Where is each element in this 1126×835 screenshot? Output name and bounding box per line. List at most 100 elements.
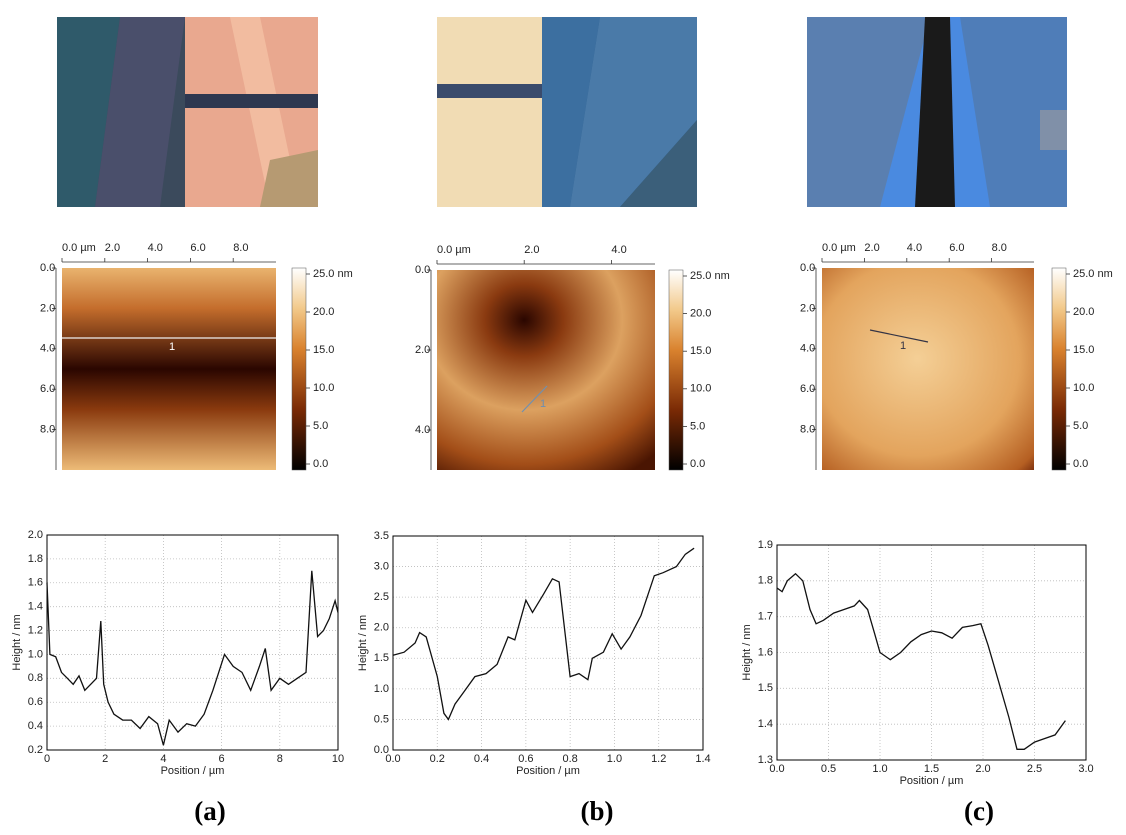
x-tick-label: 0.0 µm xyxy=(62,242,96,254)
x-axis-title: Position / µm xyxy=(516,765,580,777)
x-tick-label: 4.0 xyxy=(907,242,922,254)
profile-label: 1 xyxy=(540,398,546,410)
x-tick-label: 6.0 xyxy=(949,242,964,254)
colorbar-label: 0.0 xyxy=(1073,458,1088,470)
y-tick-label: 1.8 xyxy=(758,575,773,587)
x-axis-title: Position / µm xyxy=(161,765,225,777)
y-tick-label: 6.0 xyxy=(40,383,55,395)
afm-image xyxy=(437,270,655,470)
y-tick-label: 6.0 xyxy=(800,383,815,395)
colorbar-label: 5.0 xyxy=(690,420,705,432)
micrograph-c xyxy=(807,17,1067,207)
y-tick-label: 0.2 xyxy=(28,744,43,756)
y-tick-label: 1.9 xyxy=(758,539,773,551)
profile-line xyxy=(521,385,548,413)
y-tick-label: 8.0 xyxy=(800,424,815,436)
profile-label: 1 xyxy=(900,340,906,352)
y-axis-title: Height / nm xyxy=(11,614,23,670)
y-tick-label: 0.5 xyxy=(374,713,389,725)
x-tick-label: 4 xyxy=(160,753,166,765)
x-tick-label: 8.0 xyxy=(233,242,248,254)
colorbar xyxy=(291,267,307,471)
colorbar-label: 25.0 nm xyxy=(690,270,730,282)
y-tick-label: 1.0 xyxy=(28,648,43,660)
y-tick-label: 0.0 xyxy=(415,264,430,276)
y-tick-label: 2.0 xyxy=(415,344,430,356)
y-tick-label: 0.6 xyxy=(28,696,43,708)
x-tick-label: 2 xyxy=(102,753,108,765)
profile-label: 1 xyxy=(169,341,175,353)
y-tick-label: 1.4 xyxy=(758,718,773,730)
colorbar-label: 25.0 nm xyxy=(313,268,353,280)
y-tick-label: 1.5 xyxy=(758,682,773,694)
colorbar-label: 20.0 xyxy=(313,306,334,318)
x-tick-label: 0.0 µm xyxy=(437,244,471,256)
x-tick-label: 1.4 xyxy=(695,753,710,765)
y-tick-label: 2.0 xyxy=(40,302,55,314)
x-tick-label: 2.0 xyxy=(524,244,539,256)
x-tick-label: 6.0 xyxy=(190,242,205,254)
y-tick-label: 1.2 xyxy=(28,624,43,636)
x-tick-label: 3.0 xyxy=(1078,763,1093,775)
y-tick-label: 2.0 xyxy=(374,622,389,634)
x-tick-label: 2.0 xyxy=(975,763,990,775)
y-tick-label: 4.0 xyxy=(415,424,430,436)
plot-frame xyxy=(776,544,1087,761)
plot-frame xyxy=(392,535,704,751)
y-tick-label: 3.0 xyxy=(374,560,389,572)
colorbar-label: 20.0 xyxy=(1073,306,1094,318)
colorbar-label: 15.0 xyxy=(313,344,334,356)
y-tick-label: 2.5 xyxy=(374,591,389,603)
x-tick-label: 1.0 xyxy=(607,753,622,765)
colorbar xyxy=(1051,267,1067,471)
colorbar-label: 0.0 xyxy=(313,458,328,470)
y-tick-label: 0.0 xyxy=(40,262,55,274)
x-tick-label: 10 xyxy=(332,753,344,765)
x-tick-label: 1.2 xyxy=(651,753,666,765)
y-tick-label: 1.6 xyxy=(758,646,773,658)
x-tick-label: 0 xyxy=(44,753,50,765)
colorbar-label: 10.0 xyxy=(1073,382,1094,394)
panel-label: (c) xyxy=(964,796,994,826)
afm-image xyxy=(62,268,276,470)
colorbar-label: 0.0 xyxy=(690,458,705,470)
y-tick-label: 1.6 xyxy=(28,577,43,589)
y-tick-label: 1.4 xyxy=(28,601,43,613)
x-tick-label: 2.0 xyxy=(105,242,120,254)
profile-curve xyxy=(392,547,695,721)
x-tick-label: 0.5 xyxy=(821,763,836,775)
colorbar-label: 25.0 nm xyxy=(1073,268,1113,280)
colorbar xyxy=(668,269,684,471)
x-tick-label: 0.8 xyxy=(562,753,577,765)
panel-label: (a) xyxy=(194,796,225,826)
y-axis-title: Height / nm xyxy=(741,624,753,680)
y-tick-label: 2.0 xyxy=(800,302,815,314)
y-tick-label: 1.8 xyxy=(28,553,43,565)
y-tick-label: 1.7 xyxy=(758,611,773,623)
y-tick-label: 4.0 xyxy=(800,343,815,355)
colorbar-label: 5.0 xyxy=(1073,420,1088,432)
x-tick-label: 0.0 xyxy=(385,753,400,765)
y-axis-title: Height / nm xyxy=(357,615,369,671)
x-tick-label: 8.0 xyxy=(992,242,1007,254)
colorbar-label: 10.0 xyxy=(313,382,334,394)
y-tick-label: 0.0 xyxy=(374,744,389,756)
panel-label: (b) xyxy=(581,796,614,826)
micrograph-a xyxy=(57,17,318,207)
x-tick-label: 1.5 xyxy=(924,763,939,775)
y-tick-label: 4.0 xyxy=(40,343,55,355)
y-tick-label: 8.0 xyxy=(40,424,55,436)
y-tick-label: 0.4 xyxy=(28,720,43,732)
x-tick-label: 2.0 xyxy=(864,242,879,254)
x-tick-label: 0.0 µm xyxy=(822,242,856,254)
x-tick-label: 6 xyxy=(219,753,225,765)
micrograph-b xyxy=(437,17,697,207)
colorbar-label: 5.0 xyxy=(313,420,328,432)
x-tick-label: 0.4 xyxy=(474,753,489,765)
profile-curve xyxy=(46,570,339,746)
y-tick-label: 2.0 xyxy=(28,529,43,541)
colorbar-label: 20.0 xyxy=(690,308,711,320)
x-axis-title: Position / µm xyxy=(900,775,964,787)
x-tick-label: 8 xyxy=(277,753,283,765)
